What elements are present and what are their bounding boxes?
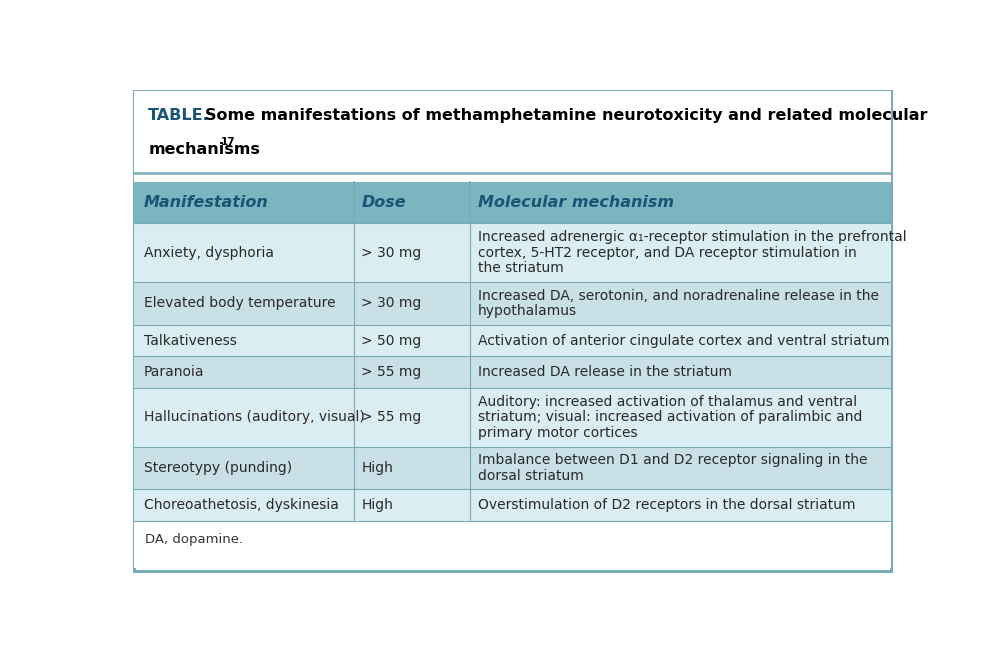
Bar: [134, 182, 891, 223]
Text: Paranoia: Paranoia: [144, 365, 204, 379]
Text: Stereotypy (punding): Stereotypy (punding): [144, 461, 292, 475]
Bar: [134, 325, 891, 356]
Bar: [134, 447, 891, 489]
Text: Manifestation: Manifestation: [144, 195, 268, 210]
Text: Overstimulation of D2 receptors in the dorsal striatum: Overstimulation of D2 receptors in the d…: [478, 498, 855, 512]
Text: Dose: Dose: [361, 195, 406, 210]
Text: Increased DA, serotonin, and noradrenaline release in the: Increased DA, serotonin, and noradrenali…: [478, 289, 879, 303]
Text: Auditory: increased activation of thalamus and ventral: Auditory: increased activation of thalam…: [478, 395, 857, 409]
Text: > 55 mg: > 55 mg: [361, 365, 422, 379]
Text: > 30 mg: > 30 mg: [361, 296, 422, 311]
Bar: [134, 282, 891, 325]
Bar: [134, 521, 891, 569]
Text: High: High: [361, 498, 393, 512]
Text: TABLE.: TABLE.: [148, 108, 210, 123]
Bar: [134, 173, 891, 182]
Text: Some manifestations of methamphetamine neurotoxicity and related molecular: Some manifestations of methamphetamine n…: [205, 108, 927, 123]
Text: dorsal striatum: dorsal striatum: [478, 469, 583, 483]
Text: DA, dopamine.: DA, dopamine.: [145, 532, 243, 545]
Text: Talkativeness: Talkativeness: [144, 333, 236, 348]
Text: > 50 mg: > 50 mg: [361, 333, 422, 348]
Text: Elevated body temperature: Elevated body temperature: [144, 296, 335, 311]
Text: 17: 17: [220, 137, 235, 147]
Bar: [134, 388, 891, 447]
Text: primary motor cortices: primary motor cortices: [478, 426, 637, 440]
Text: Molecular mechanism: Molecular mechanism: [478, 195, 674, 210]
Text: Anxiety, dysphoria: Anxiety, dysphoria: [144, 246, 274, 259]
Text: > 55 mg: > 55 mg: [361, 410, 422, 424]
Text: Increased DA release in the striatum: Increased DA release in the striatum: [478, 365, 732, 379]
Text: mechanisms: mechanisms: [148, 142, 260, 157]
Bar: [134, 356, 891, 388]
Text: cortex, 5-HT2 receptor, and DA receptor stimulation in: cortex, 5-HT2 receptor, and DA receptor …: [478, 246, 856, 259]
Text: Choreoathetosis, dyskinesia: Choreoathetosis, dyskinesia: [144, 498, 338, 512]
Text: Hallucinations (auditory, visual): Hallucinations (auditory, visual): [144, 410, 364, 424]
Text: the striatum: the striatum: [478, 261, 563, 275]
Bar: [134, 90, 891, 173]
Bar: [134, 489, 891, 521]
Bar: [134, 223, 891, 282]
Text: > 30 mg: > 30 mg: [361, 246, 422, 259]
Text: Imbalance between D1 and D2 receptor signaling in the: Imbalance between D1 and D2 receptor sig…: [478, 454, 867, 467]
Text: Increased adrenergic α₁-receptor stimulation in the prefrontal: Increased adrenergic α₁-receptor stimula…: [478, 230, 906, 244]
Text: striatum; visual: increased activation of paralimbic and: striatum; visual: increased activation o…: [478, 410, 862, 424]
Text: hypothalamus: hypothalamus: [478, 304, 577, 318]
Text: High: High: [361, 461, 393, 475]
Text: Activation of anterior cingulate cortex and ventral striatum: Activation of anterior cingulate cortex …: [478, 333, 889, 348]
